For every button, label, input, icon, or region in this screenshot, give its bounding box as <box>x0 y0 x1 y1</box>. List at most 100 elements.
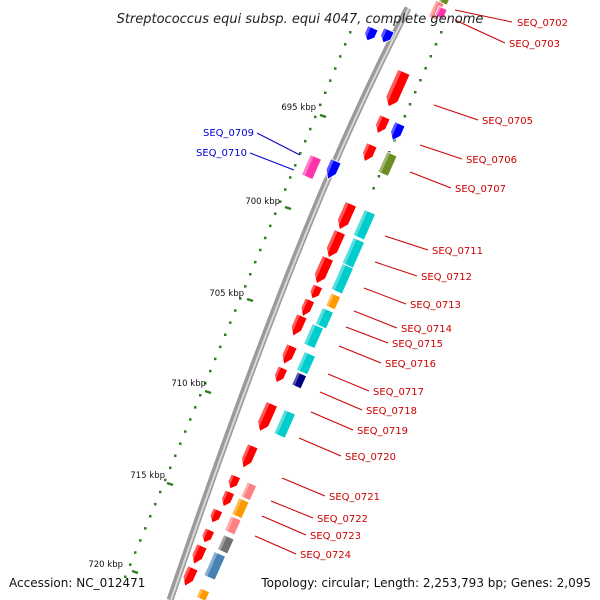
genome-backbone <box>166 6 412 600</box>
leader-line <box>409 171 452 189</box>
gene-a3 <box>311 255 335 285</box>
gene-seq0724 <box>216 534 235 555</box>
tick-dot <box>414 91 417 94</box>
tick-dot <box>334 67 337 70</box>
gene-a2 <box>323 229 347 259</box>
tick-dot <box>429 55 433 58</box>
tick-dot <box>129 563 132 566</box>
leader-line <box>298 437 342 457</box>
tick-dot <box>324 91 327 94</box>
gene-blue-top1 <box>362 25 379 42</box>
gene-label-seq-0719[interactable]: SEQ_0719 <box>357 426 408 437</box>
tick-dot <box>249 273 252 276</box>
tick-dot <box>169 466 172 470</box>
gene-seq0717 <box>291 371 308 390</box>
tick-dot <box>239 297 242 300</box>
kbp-tick <box>166 481 174 487</box>
gene-a13 <box>207 507 224 524</box>
leader-line <box>338 345 382 364</box>
gene-label-seq-0706[interactable]: SEQ_0706 <box>466 155 517 166</box>
tick-dot <box>254 260 257 264</box>
gene-label-seq-0718[interactable]: SEQ_0718 <box>366 406 417 417</box>
leader-line <box>249 152 295 171</box>
tick-dot <box>179 442 182 445</box>
gene-a11 <box>225 473 242 490</box>
kbp-markers: 695 kbp 700 kbp 705 kbp 710 kbp 715 kbp 720 k… <box>88 103 316 570</box>
gene-blue-top2 <box>378 27 395 44</box>
gene-label-seq-0705[interactable]: SEQ_0705 <box>482 116 533 127</box>
tick-dot <box>244 285 247 288</box>
tick-dot <box>224 333 227 336</box>
tick-dot <box>259 248 262 252</box>
gene-seq0714 <box>314 307 335 330</box>
tick-dot <box>199 394 202 397</box>
tick-dot <box>214 357 217 361</box>
tick-dot <box>154 502 157 506</box>
gene-label-seq-0720[interactable]: SEQ_0720 <box>345 452 396 463</box>
gene-label-seq-0723[interactable]: SEQ_0723 <box>310 531 361 542</box>
tick-dot <box>299 152 302 155</box>
gene-a8 <box>271 365 289 384</box>
gene-a16 <box>203 551 227 581</box>
tick-dot <box>264 236 267 240</box>
tick-dot <box>289 176 292 179</box>
gene-seq0712 <box>341 237 366 269</box>
gene-label-seq-0703[interactable]: SEQ_0703 <box>509 39 560 50</box>
tick-dot <box>294 164 297 167</box>
gene-label-seq-0712[interactable]: SEQ_0712 <box>421 272 472 283</box>
gene-label-seq-0716[interactable]: SEQ_0716 <box>385 359 436 370</box>
gene-seq0721 <box>240 481 258 502</box>
gene-label-seq-0724[interactable]: SEQ_0724 <box>300 550 351 561</box>
genome-backbone-highlight <box>170 7 410 600</box>
gene-a14 <box>199 527 216 544</box>
gene-features <box>179 0 451 600</box>
topology-text: Topology: circular; Length: 2,253,793 bp… <box>260 576 591 590</box>
gene-a5 <box>298 297 316 318</box>
leader-line <box>374 261 418 277</box>
leader-line <box>261 515 307 536</box>
gene-label-seq-0721[interactable]: SEQ_0721 <box>329 492 380 503</box>
tick-dot <box>329 79 332 82</box>
gene-seq0723 <box>223 515 242 536</box>
leader-line <box>419 144 463 160</box>
gene-seq0707a <box>359 142 378 163</box>
gene-label-seq-0717[interactable]: SEQ_0717 <box>373 387 424 398</box>
tick-dot <box>274 212 277 215</box>
gene-label-seq-0707[interactable]: SEQ_0707 <box>455 184 506 195</box>
tick-dot <box>194 406 197 409</box>
tick-dot <box>234 309 237 312</box>
gene-seq0716 <box>295 351 317 376</box>
gene-seq0719 <box>273 409 297 439</box>
leader-line <box>319 391 363 411</box>
gene-label-seq-0711[interactable]: SEQ_0711 <box>432 246 483 257</box>
gene-label-seq-0702[interactable]: SEQ_0702 <box>517 18 568 29</box>
leader-line <box>454 9 513 23</box>
kbp-tick <box>204 389 212 395</box>
gene-label-seq-0710[interactable]: SEQ_0710 <box>196 148 247 159</box>
gene-a17 <box>179 565 199 587</box>
leader-line <box>256 132 301 156</box>
gene-label-seq-0709[interactable]: SEQ_0709 <box>203 128 254 139</box>
tick-dot <box>189 418 192 421</box>
tick-dot <box>388 151 391 154</box>
leader-line <box>433 104 479 121</box>
gene-label-seq-0714[interactable]: SEQ_0714 <box>401 324 452 335</box>
gene-seq0707 <box>377 151 398 177</box>
gene-a18 <box>195 587 211 600</box>
gene-label-seq-0713[interactable]: SEQ_0713 <box>410 300 461 311</box>
leader-line <box>363 287 407 305</box>
tick-dot <box>344 43 347 46</box>
leader-line <box>254 535 297 555</box>
gene-label-seq-0715[interactable]: SEQ_0715 <box>392 339 443 350</box>
gene-a7 <box>278 343 298 365</box>
gene-a9 <box>254 401 279 433</box>
tick-dot <box>349 31 352 34</box>
gene-seq0713 <box>325 292 342 311</box>
kbp-marker-label: 705 kbp <box>209 289 244 299</box>
tick-dot <box>219 345 222 349</box>
gene-label-seq-0722[interactable]: SEQ_0722 <box>317 514 368 525</box>
tick-dot <box>269 224 272 228</box>
tick-dot <box>419 79 422 82</box>
tick-dot <box>309 127 312 131</box>
